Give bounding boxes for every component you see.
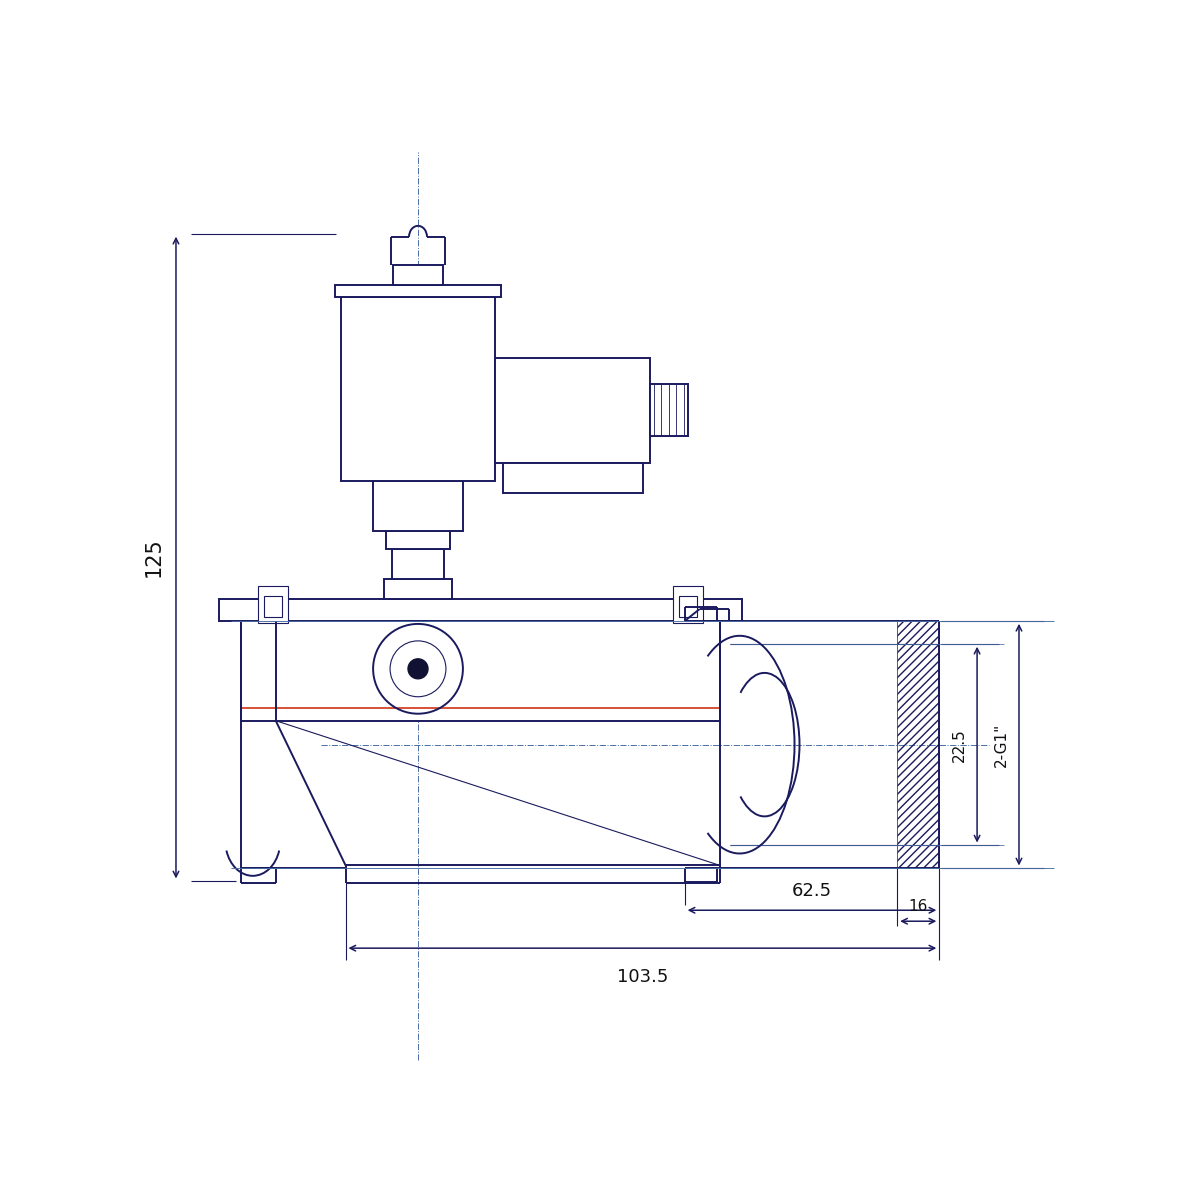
Bar <box>340 296 495 482</box>
Circle shape <box>407 659 428 679</box>
Bar <box>503 463 642 492</box>
Bar <box>495 358 650 463</box>
Bar <box>673 586 703 622</box>
Text: 16: 16 <box>908 899 928 914</box>
Bar <box>241 621 719 720</box>
Bar <box>334 285 501 296</box>
Text: 62.5: 62.5 <box>792 882 833 900</box>
Text: 103.5: 103.5 <box>616 968 668 986</box>
Bar <box>384 579 452 599</box>
Bar <box>650 385 687 436</box>
Text: 22.5: 22.5 <box>952 727 966 762</box>
Bar <box>257 586 288 622</box>
Bar <box>898 621 939 868</box>
Bar <box>393 265 443 285</box>
Bar <box>218 599 742 621</box>
Bar <box>263 596 282 616</box>
Text: 2-G1": 2-G1" <box>993 723 1009 766</box>
Bar <box>392 549 444 579</box>
Bar <box>679 596 697 616</box>
Bar <box>385 531 450 549</box>
Bar <box>373 482 463 531</box>
Text: 125: 125 <box>144 537 164 578</box>
